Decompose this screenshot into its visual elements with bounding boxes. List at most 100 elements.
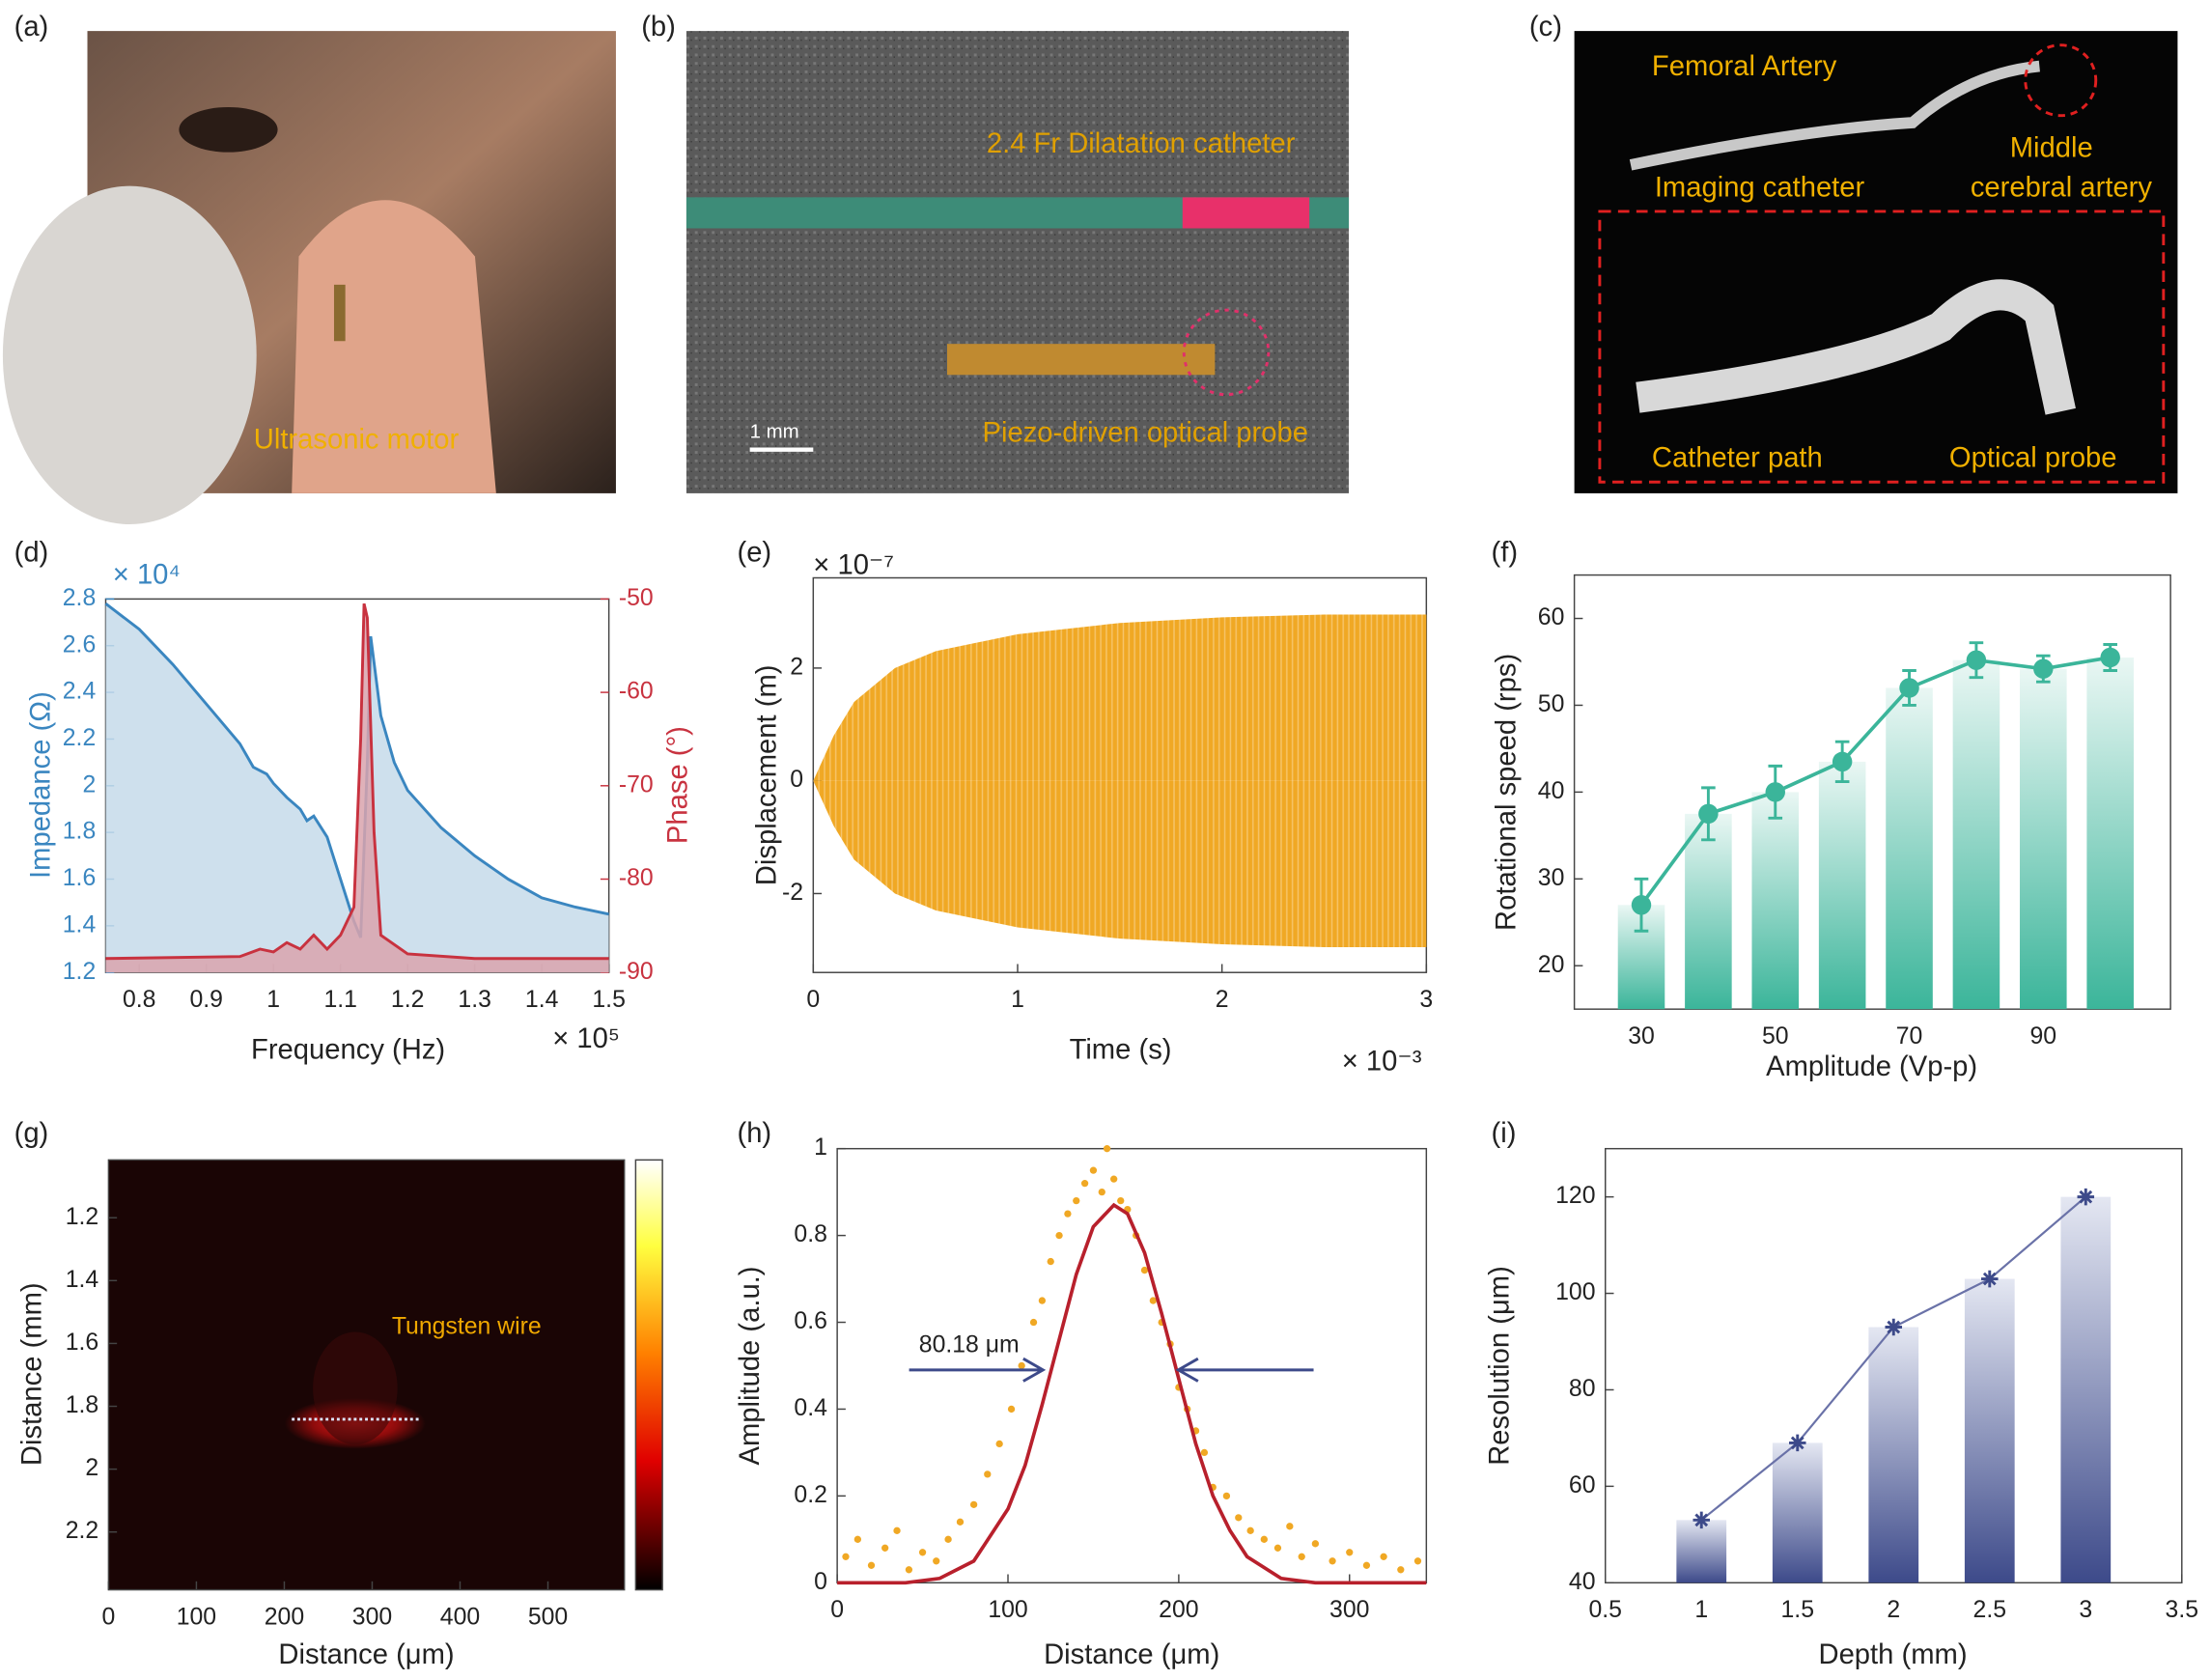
y-axis-label: Displacement (m): [751, 665, 782, 886]
annotation: Tungsten wire: [392, 1314, 542, 1340]
x-axis-label: Frequency (Hz): [251, 1035, 445, 1066]
y-tick-label: 2.2: [63, 725, 96, 751]
area-fill: [105, 603, 609, 973]
line: [1639, 656, 2111, 907]
point: [1329, 1557, 1336, 1565]
x-tick-label: 1.2: [391, 987, 424, 1013]
marker: [1631, 895, 1652, 915]
x-tick-label: 1.4: [525, 987, 559, 1013]
eye: [179, 106, 278, 153]
plot-frame: [107, 1159, 626, 1591]
x-axis-label: Amplitude (Vp-p): [1766, 1051, 1977, 1082]
marker: [1765, 782, 1785, 802]
finger: [292, 200, 496, 493]
y2-tick-label: -90: [619, 959, 654, 985]
y-tick-label: 50: [1538, 691, 1565, 717]
point: [956, 1518, 965, 1526]
photo: [685, 31, 1350, 493]
x-tick-label: 3.5: [2166, 1597, 2198, 1623]
annotation: Imaging catheter: [1655, 172, 1865, 203]
motor: [333, 284, 346, 342]
y-axis-label: Rotational speed (rps): [1492, 654, 1523, 931]
bar: [1685, 813, 1732, 1010]
x-tick-label: 300: [1329, 1597, 1369, 1623]
point: [1064, 1210, 1072, 1218]
x-tick-label: 0.9: [189, 987, 222, 1013]
panel-label: (a): [14, 12, 49, 42]
x-axis-label: Time (s): [1070, 1035, 1172, 1066]
x-tick-label: 1.3: [458, 987, 490, 1013]
point: [984, 1470, 992, 1478]
y-tick-label: 80: [1569, 1376, 1596, 1402]
y-tick-label: 1.2: [63, 959, 96, 985]
x-tick-label: 2: [1887, 1597, 1900, 1623]
point: [1089, 1166, 1098, 1174]
signal-lower: [813, 780, 1427, 947]
y-tick-label: 0: [790, 767, 803, 793]
bar: [1818, 761, 1866, 1010]
bar: [1676, 1520, 1727, 1583]
x-tick-label: 400: [440, 1604, 480, 1630]
point: [1413, 1557, 1422, 1565]
y-tick-label: 0.8: [794, 1221, 826, 1247]
point: [1222, 1492, 1231, 1500]
mca-circle: [2024, 43, 2098, 118]
x-multiplier: × 10⁻³: [1342, 1046, 1422, 1077]
bar: [1772, 1442, 1823, 1583]
marker: [1788, 1434, 1806, 1452]
point: [1362, 1561, 1371, 1569]
y-tick-label: 1.6: [63, 865, 96, 891]
point: [1007, 1405, 1016, 1414]
laser-spot: [1182, 308, 1271, 397]
y-tick-label: 1.4: [63, 911, 97, 938]
x-tick-label: 200: [265, 1604, 304, 1630]
x-tick-label: 1.5: [592, 987, 625, 1013]
y2-tick-label: -50: [619, 585, 654, 611]
x-tick-label: 500: [528, 1604, 568, 1630]
point: [1149, 1297, 1157, 1304]
y-tick-label: 2.2: [66, 1518, 98, 1544]
marker: [1885, 1318, 1903, 1336]
x-tick-label: 0: [830, 1597, 844, 1623]
y-tick-label: 30: [1538, 865, 1565, 891]
point: [1397, 1566, 1405, 1574]
y-tick-label: 0: [814, 1569, 827, 1595]
y-tick-label: 1.8: [63, 819, 96, 845]
point: [842, 1553, 850, 1560]
point: [1080, 1179, 1089, 1188]
y-tick-label: -2: [782, 880, 803, 906]
panel-label: (c): [1529, 12, 1562, 42]
bar: [2060, 1196, 2112, 1583]
x-tick-label: 0: [806, 987, 820, 1013]
x-tick-label: 70: [1896, 1023, 1923, 1050]
annotation: Middle: [2010, 132, 2093, 163]
y2-axis-label: Phase (°): [662, 726, 693, 844]
x-tick-label: 300: [352, 1604, 392, 1630]
y-tick-label: 60: [1569, 1472, 1596, 1498]
inset-box: [1598, 210, 2166, 484]
y-axis-label: Amplitude (a.u.): [735, 1266, 766, 1465]
marker: [1981, 1270, 1999, 1288]
vessels: [1629, 60, 2040, 171]
x-tick-label: 1: [1694, 1597, 1708, 1623]
y-tick-label: 1.4: [66, 1267, 99, 1293]
y-tick-label: 1.2: [66, 1204, 98, 1230]
annotation: Femoral Artery: [1652, 51, 1837, 82]
annotation: Optical probe: [1949, 443, 2117, 474]
y-axis-label: Impedance (Ω): [25, 691, 56, 879]
bar: [1886, 687, 1933, 1010]
y-tick-label: 100: [1555, 1279, 1595, 1305]
panel-label: (e): [737, 537, 771, 568]
bar: [2020, 668, 2067, 1010]
x-tick-label: 100: [177, 1604, 216, 1630]
signal-upper: [813, 614, 1427, 781]
plot-frame: [836, 1147, 1428, 1584]
point: [1117, 1196, 1125, 1205]
marker: [1698, 803, 1719, 825]
x-tick-label: 50: [1762, 1023, 1789, 1050]
line: [105, 602, 609, 961]
point: [1073, 1196, 1080, 1205]
point: [933, 1557, 940, 1565]
bar: [1952, 659, 2000, 1010]
